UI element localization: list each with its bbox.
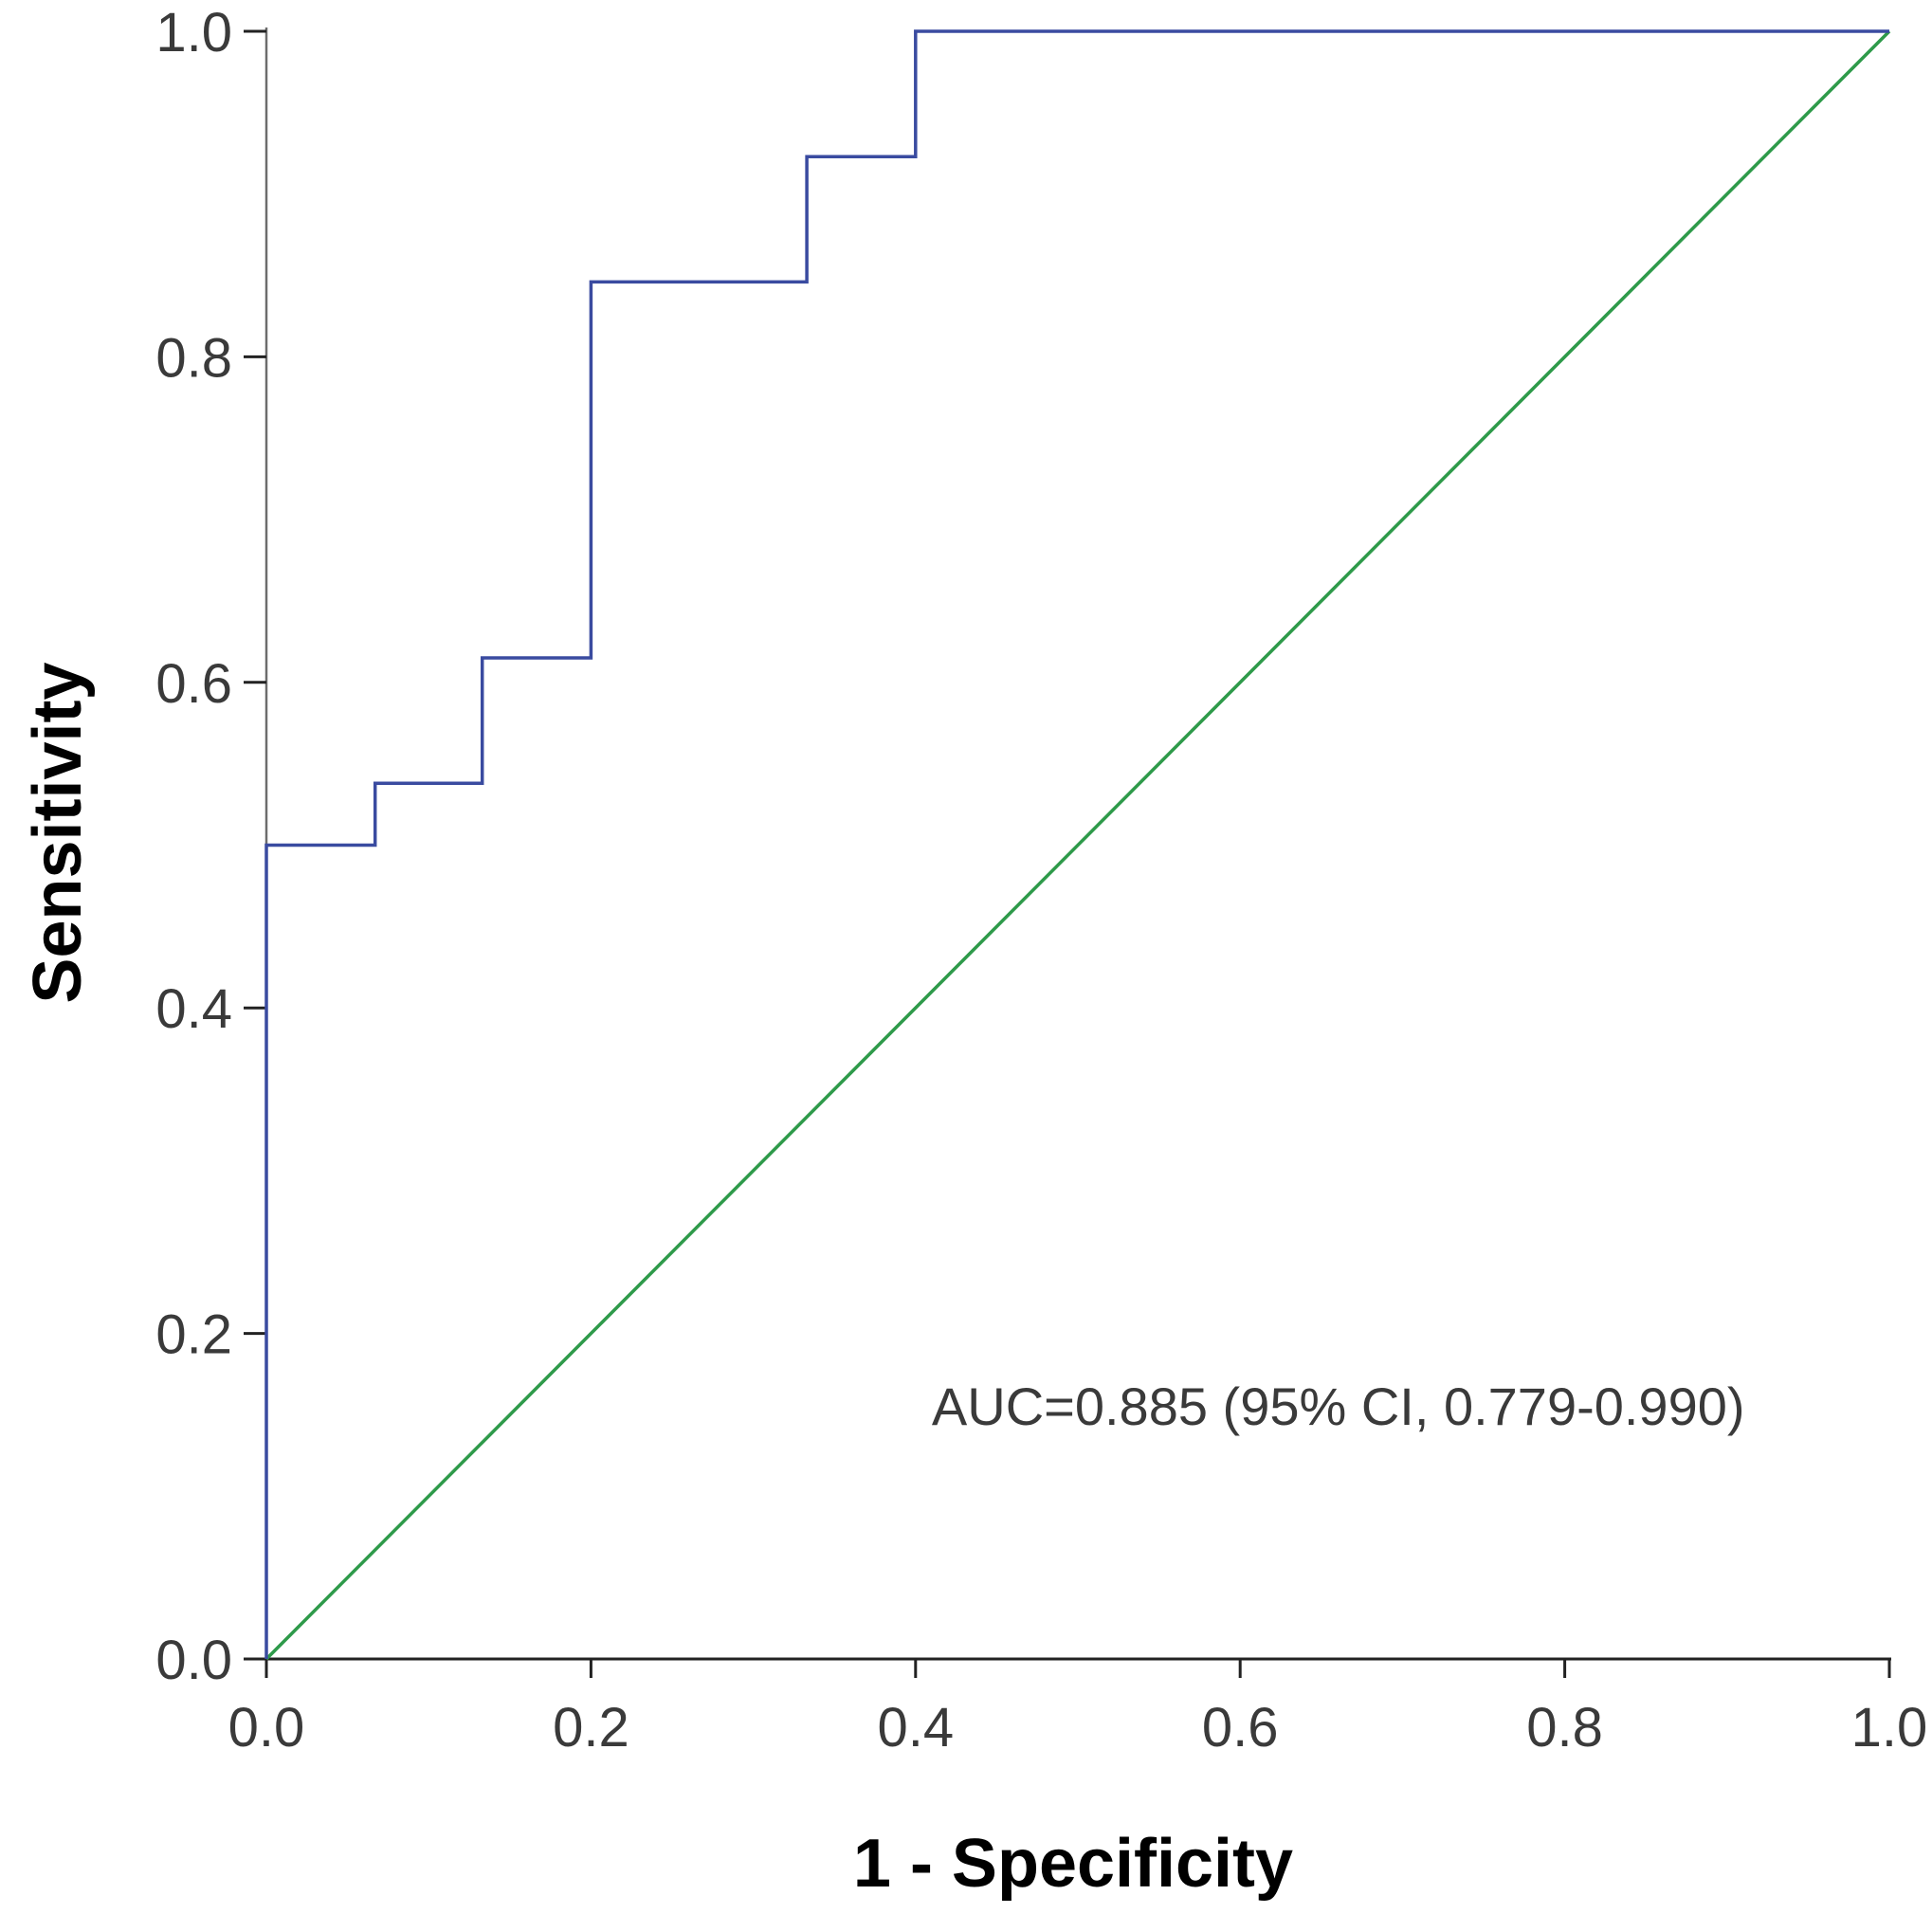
x-axis-ticks: 0.0 0.2 0.4 0.6 0.8 1.0 bbox=[228, 1659, 1928, 1759]
series-layer bbox=[264, 29, 1891, 1661]
roc-curve-line bbox=[264, 29, 1889, 1659]
auc-annotation: AUC=0.885 (95% CI, 0.779-0.990) bbox=[932, 1376, 1745, 1436]
x-tick-label: 0.6 bbox=[1202, 1697, 1279, 1759]
y-tick-label: 0.6 bbox=[155, 653, 232, 715]
x-tick-label: 0.4 bbox=[877, 1697, 954, 1759]
y-axis-title: Sensitivity bbox=[20, 662, 96, 1003]
y-tick-label: 0.4 bbox=[155, 978, 232, 1040]
y-tick-label: 0.8 bbox=[155, 327, 232, 389]
x-tick-label: 1.0 bbox=[1851, 1697, 1928, 1759]
reference-diagonal-line bbox=[264, 29, 1891, 1661]
x-tick-label: 0.2 bbox=[553, 1697, 629, 1759]
y-tick-label: 0.2 bbox=[155, 1304, 232, 1366]
x-axis-title: 1 - Specificity bbox=[853, 1826, 1293, 1902]
y-axis-ticks: 0.0 0.2 0.4 0.6 0.8 1.0 bbox=[155, 2, 266, 1691]
x-tick-label: 0.8 bbox=[1526, 1697, 1603, 1759]
y-tick-label: 1.0 bbox=[155, 2, 232, 64]
y-tick-label: 0.0 bbox=[155, 1630, 232, 1691]
x-tick-label: 0.0 bbox=[228, 1697, 305, 1759]
